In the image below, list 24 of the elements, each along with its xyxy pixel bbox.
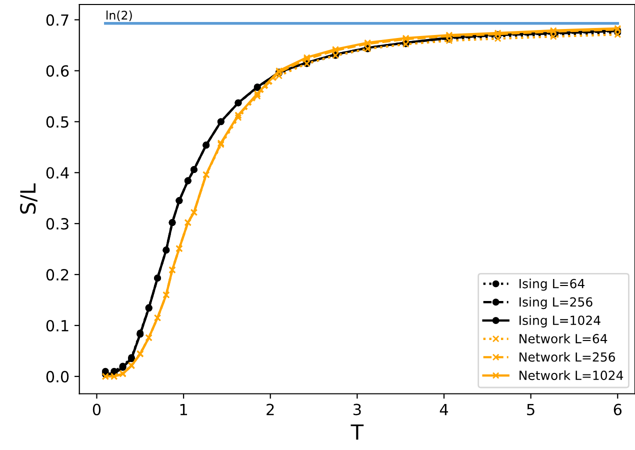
x-tick-label: 2 bbox=[266, 404, 274, 416]
x-tick-label: 5 bbox=[527, 404, 534, 416]
x-tick-label: 0 bbox=[92, 404, 101, 416]
x-tick-label: 1 bbox=[180, 404, 188, 416]
x-tick-label: 6 bbox=[614, 404, 622, 416]
y-tick-label: 0.3 bbox=[46, 218, 68, 230]
x-axis-title: T bbox=[350, 424, 364, 440]
y-tick-label: 0.1 bbox=[46, 320, 68, 332]
y-tick-label: 0.2 bbox=[46, 268, 68, 281]
x-tick-label: 3 bbox=[353, 404, 361, 416]
y-axis-title: S/L bbox=[20, 183, 38, 214]
legend-label: Ising L=64 bbox=[520, 278, 584, 291]
y-tick-label: 0.5 bbox=[46, 116, 68, 128]
annotation: ln(2) bbox=[106, 10, 132, 22]
x-tick-label: 4 bbox=[440, 404, 448, 416]
legend-label: Network L=64 bbox=[520, 334, 608, 344]
y-tick-label: 0.0 bbox=[46, 370, 69, 382]
legend-label: Network L=1024 bbox=[520, 370, 624, 380]
legend-label: Ising L=1024 bbox=[520, 315, 600, 328]
y-tick-label: 0.7 bbox=[46, 14, 68, 26]
legend-label: Network L=256 bbox=[520, 352, 616, 362]
y-tick-label: 0.6 bbox=[46, 65, 69, 77]
y-tick-label: 0.4 bbox=[46, 167, 69, 179]
legend-label: Ising L=256 bbox=[520, 297, 592, 310]
